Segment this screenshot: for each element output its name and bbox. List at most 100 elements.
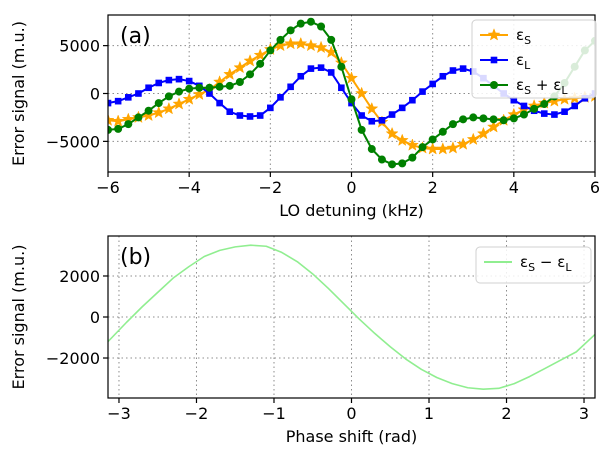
data-point — [338, 84, 345, 92]
data-point — [456, 137, 470, 150]
y-tick-label: 0 — [90, 308, 100, 327]
x-axis-label: Phase shift (rad) — [286, 427, 418, 446]
data-point — [314, 40, 328, 54]
data-point — [388, 160, 397, 169]
data-point — [398, 104, 406, 112]
series-2 — [108, 17, 595, 169]
data-point — [276, 35, 285, 44]
data-point — [530, 104, 539, 113]
data-point — [438, 127, 447, 136]
data-point — [223, 67, 237, 80]
data-point — [162, 101, 176, 115]
data-point — [499, 116, 508, 125]
data-point — [135, 90, 142, 97]
data-point — [358, 112, 365, 119]
data-point — [307, 65, 315, 72]
data-point — [439, 72, 447, 80]
data-point — [459, 115, 468, 124]
x-tick-label: −2 — [185, 404, 209, 423]
data-point — [155, 79, 163, 87]
series-0 — [108, 244, 595, 390]
legend-item: εS − εL — [484, 253, 572, 274]
data-point — [216, 99, 223, 107]
data-point — [152, 105, 166, 119]
data-point — [419, 88, 426, 95]
panel-label: (a) — [120, 24, 151, 49]
data-point — [172, 97, 186, 110]
x-tick-label: 4 — [509, 178, 519, 197]
y-tick-label: 0 — [90, 85, 100, 104]
data-point — [235, 78, 244, 87]
data-point — [267, 104, 274, 112]
data-point — [256, 59, 265, 68]
data-point — [385, 126, 399, 140]
data-point — [408, 153, 417, 162]
x-tick-label: 6 — [590, 178, 600, 197]
x-tick-label: −6 — [96, 178, 120, 197]
panel-a-chart: −6 −4 −2 0 2 4 6 5000 0 −5000 LO detuning (kHz) Err… — [9, 14, 600, 220]
data-point — [294, 36, 308, 50]
data-point — [185, 77, 193, 85]
data-point — [398, 159, 407, 168]
x-tick-label: 3 — [579, 404, 589, 423]
data-point — [182, 92, 196, 105]
x-tick-label: 0 — [346, 178, 356, 197]
data-point — [297, 72, 305, 80]
legend-item: εL — [480, 51, 531, 72]
legend: εS εL εS + εL — [471, 19, 597, 99]
data-point — [519, 110, 528, 119]
data-point — [124, 94, 132, 101]
data-point — [378, 117, 386, 124]
data-point — [317, 64, 325, 71]
data-point — [520, 102, 528, 110]
x-tick-label: −3 — [107, 404, 131, 423]
data-point — [466, 132, 480, 146]
data-point — [540, 100, 549, 109]
panel-b-chart: −3 −2 −1 0 1 2 3 2000 0 −2000 Phase shift (rad) Err… — [9, 235, 596, 446]
data-point — [426, 142, 440, 155]
legend-marker — [490, 56, 498, 64]
data-point — [243, 54, 257, 67]
data-point — [540, 110, 548, 117]
y-tick-label: 2000 — [59, 267, 100, 286]
data-point — [256, 112, 264, 119]
legend-box — [471, 19, 597, 99]
series-line — [108, 244, 595, 390]
x-tick-label: 2 — [501, 404, 511, 423]
data-point — [286, 26, 295, 35]
data-point — [108, 113, 115, 126]
data-point — [327, 35, 336, 44]
legend-box — [475, 246, 592, 284]
data-point — [144, 106, 153, 115]
data-point — [236, 112, 244, 119]
data-point — [479, 114, 488, 123]
data-point — [266, 46, 275, 55]
data-point — [409, 96, 416, 104]
data-point — [246, 113, 254, 120]
x-tick-label: 2 — [428, 178, 438, 197]
data-point — [192, 87, 206, 101]
data-point — [367, 145, 376, 154]
data-point — [357, 125, 366, 134]
data-point — [111, 114, 125, 127]
data-point — [337, 62, 346, 71]
x-tick-label: −2 — [259, 178, 283, 197]
data-point — [448, 120, 457, 129]
data-point — [108, 99, 112, 107]
data-point — [347, 95, 356, 104]
data-point — [277, 94, 284, 101]
data-point — [195, 83, 204, 92]
data-point — [225, 81, 234, 90]
data-point — [489, 115, 498, 124]
data-point — [226, 108, 234, 115]
data-point — [154, 99, 163, 108]
data-point — [476, 126, 490, 140]
y-tick-label: 5000 — [59, 37, 100, 56]
data-point — [510, 96, 518, 104]
x-tick-label: 1 — [424, 404, 434, 423]
data-point — [486, 120, 501, 133]
data-point — [395, 133, 409, 146]
y-axis-label: Error signal (m.u.) — [9, 245, 28, 390]
data-point — [284, 36, 298, 50]
